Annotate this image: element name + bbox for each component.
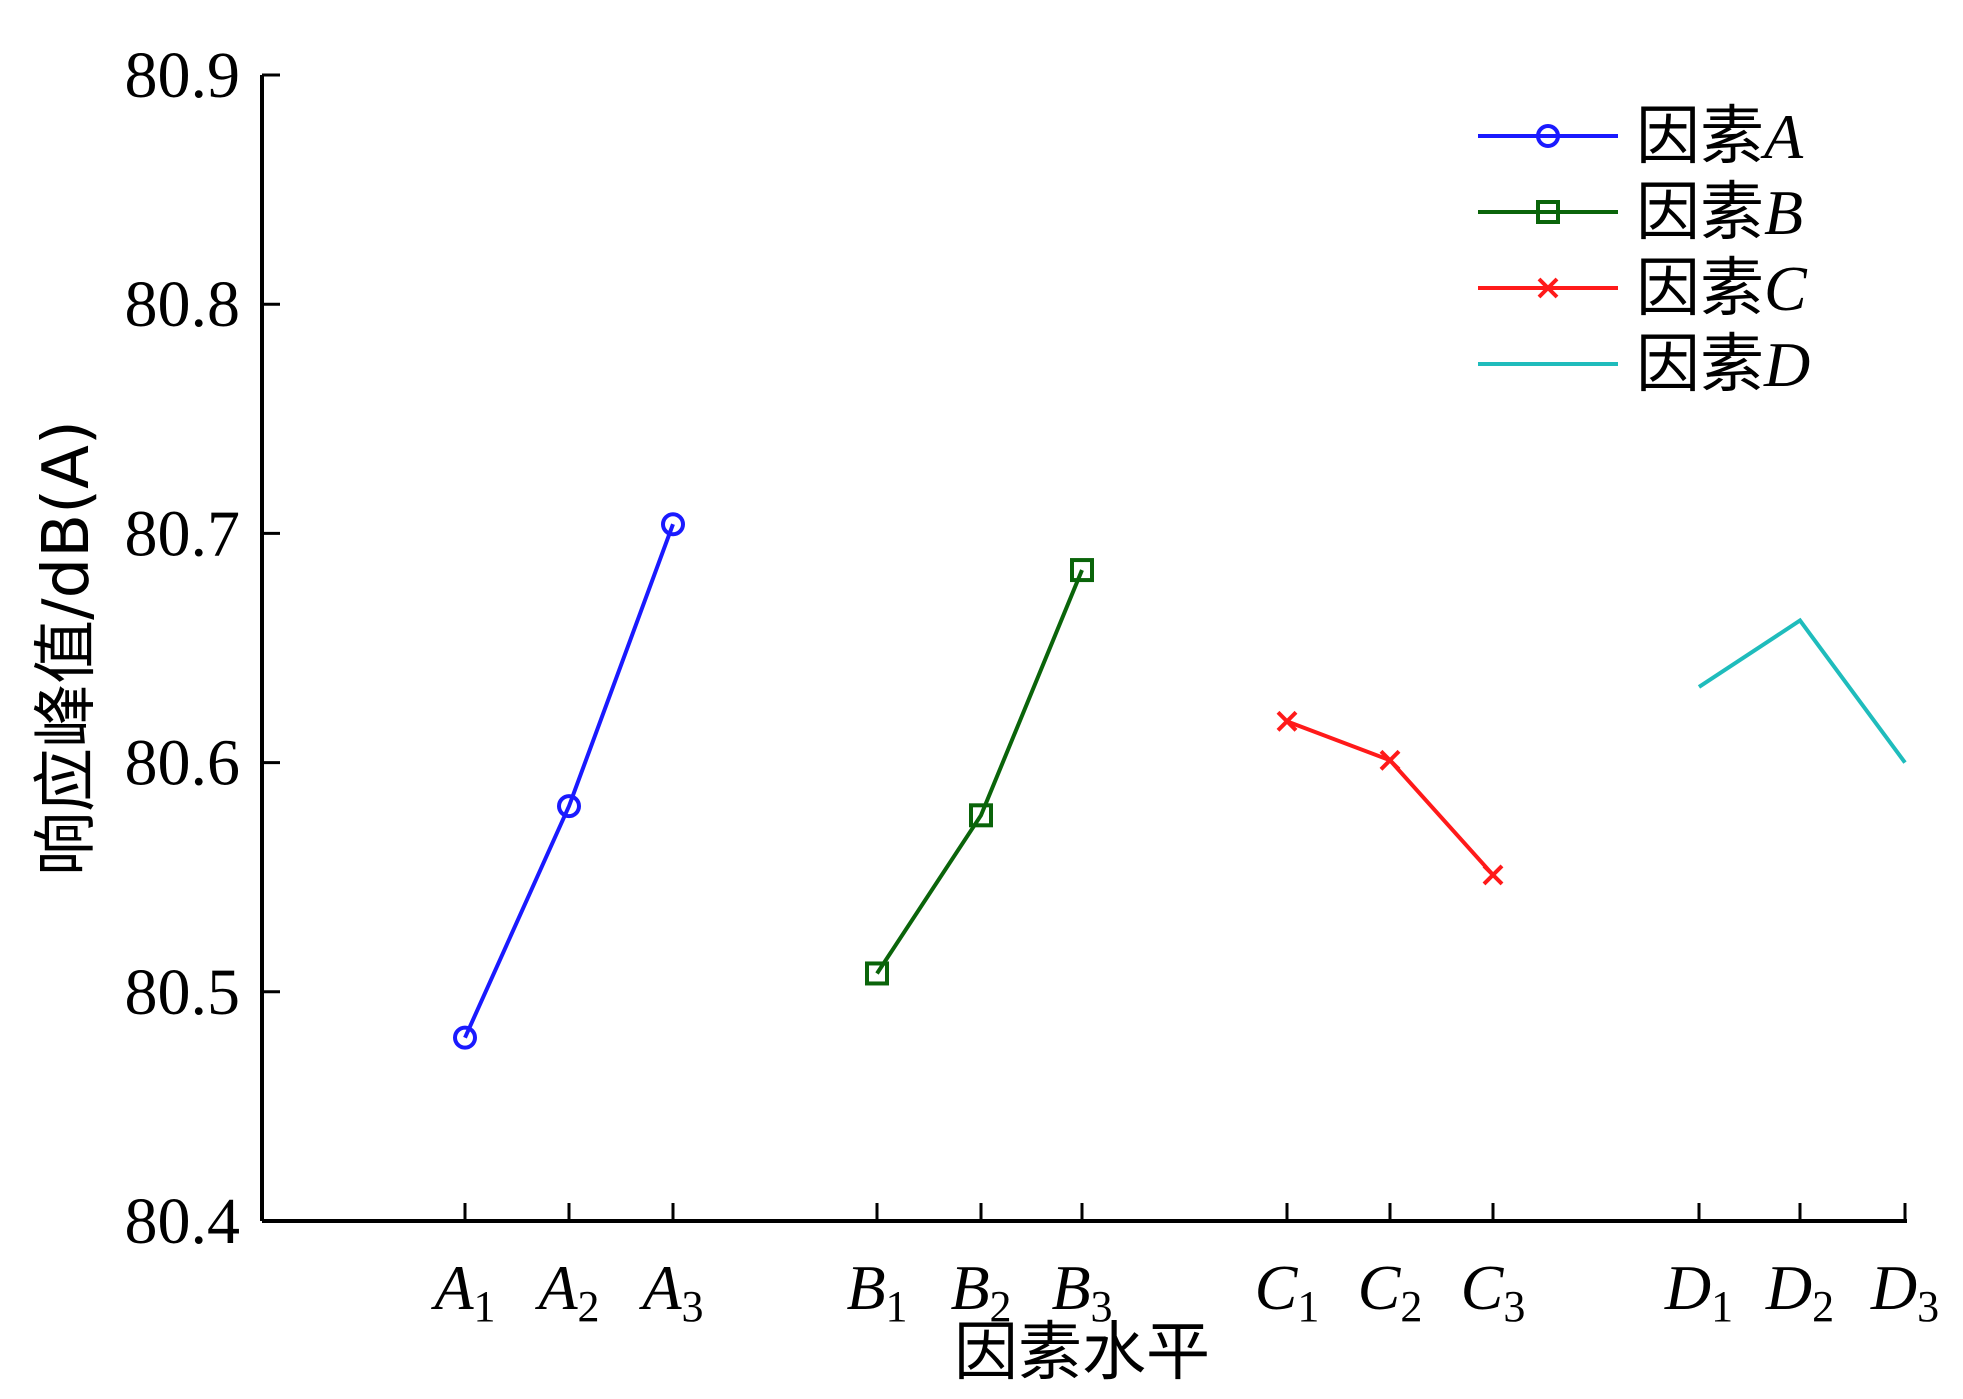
legend-label-letter: B [1764, 177, 1803, 248]
y-tick-label: 80.5 [125, 956, 241, 1029]
x-tick-subscript: 2 [1812, 1282, 1834, 1331]
data-point [557, 794, 581, 819]
x-tick-subscript: 2 [990, 1282, 1012, 1331]
series-line-a [463, 523, 675, 1039]
legend-item: 因素C [1478, 252, 1808, 326]
data-point [661, 512, 685, 537]
x-tick-subscript: 2 [1400, 1282, 1422, 1331]
y-tick-label: 80.9 [125, 39, 241, 112]
x-tick-letter: D [1870, 1252, 1917, 1323]
legend-marker [1537, 277, 1559, 299]
data-point [969, 803, 993, 828]
x-tick-letter: A [430, 1252, 474, 1323]
series-line-d [1697, 617, 1907, 764]
legend-label: 因素B [1636, 176, 1803, 250]
y-ticks: 80.4 80.5 80.6 80.7 80.8 80.9 [125, 39, 280, 1258]
x-tick-subscript: 3 [682, 1282, 704, 1331]
legend-label-prefix: 因素 [1636, 100, 1764, 174]
legend-label: 因素D [1636, 328, 1810, 402]
series-group [453, 512, 1907, 1050]
series-a [453, 512, 685, 1050]
data-point [865, 961, 889, 986]
series-d [1697, 617, 1907, 764]
legend-label-prefix: 因素 [1636, 252, 1764, 326]
x-tick-label: C2 [1358, 1252, 1423, 1331]
x-tick-label: C3 [1461, 1252, 1526, 1331]
legend-label: 因素A [1636, 100, 1804, 174]
x-tick-label: A1 [430, 1252, 495, 1331]
x-axis-label: 因素水平 [954, 1316, 1210, 1390]
x-tick-subscript: 1 [474, 1282, 496, 1331]
x-tick-subscript: 1 [886, 1282, 908, 1331]
legend-marker [1536, 200, 1560, 224]
legend-marker [1536, 124, 1560, 148]
x-tick-letter: C [1255, 1252, 1299, 1323]
x-tick-label: B3 [1051, 1252, 1112, 1331]
x-tick-letter: D [1765, 1252, 1812, 1323]
legend-item: 因素A [1478, 100, 1804, 174]
data-point [1070, 558, 1094, 583]
x-tick-letter: C [1358, 1252, 1402, 1323]
legend-item: 因素B [1478, 176, 1803, 250]
series-line-c [1286, 719, 1495, 877]
legend-label-letter: C [1764, 253, 1808, 324]
x-tick-label: C1 [1255, 1252, 1320, 1331]
x-tick-label: D3 [1870, 1252, 1939, 1331]
data-point [1482, 864, 1504, 886]
x-tick-letter: B [846, 1252, 885, 1323]
x-tick-label: B1 [846, 1252, 907, 1331]
x-tick-subscript: 1 [1297, 1282, 1319, 1331]
legend-label-letter: A [1760, 101, 1804, 172]
x-tick-label: A2 [534, 1252, 599, 1331]
axes [260, 75, 1907, 1223]
x-tick-subscript: 3 [1091, 1282, 1113, 1331]
y-axis-label: 响应峰值/dB(A) [30, 420, 104, 876]
x-tick-letter: A [534, 1252, 578, 1323]
x-tick-subscript: 1 [1711, 1282, 1733, 1331]
legend-item: 因素D [1478, 328, 1810, 402]
x-tick-subscript: 3 [1503, 1282, 1525, 1331]
legend-label: 因素C [1636, 252, 1808, 326]
x-tick-letter: B [1051, 1252, 1090, 1323]
x-tick-label: A3 [638, 1252, 703, 1331]
x-ticks: A1 A2 A3 B1 B2 B3 C1 C2 C3 D1 D2 D3 [430, 1203, 1939, 1331]
series-line-b [875, 569, 1084, 975]
y-tick-label: 80.8 [125, 268, 241, 341]
y-tick-label: 80.7 [125, 497, 241, 570]
x-tick-letter: A [638, 1252, 682, 1323]
x-tick-label: D2 [1765, 1252, 1834, 1331]
x-tick-letter: D [1664, 1252, 1711, 1323]
x-tick-subscript: 2 [578, 1282, 600, 1331]
series-b [865, 558, 1094, 986]
legend-label-letter: D [1763, 329, 1810, 400]
series-c [1276, 710, 1504, 886]
x-tick-letter: B [950, 1252, 989, 1323]
data-point [1379, 749, 1401, 771]
x-tick-label: B2 [950, 1252, 1011, 1331]
data-point [453, 1025, 477, 1050]
x-tick-label: D1 [1664, 1252, 1733, 1331]
legend-label-prefix: 因素 [1636, 328, 1764, 402]
y-tick-label: 80.6 [125, 727, 241, 800]
x-tick-letter: C [1461, 1252, 1505, 1323]
data-point [1276, 710, 1298, 732]
y-tick-label: 80.4 [125, 1185, 241, 1258]
x-tick-subscript: 3 [1917, 1282, 1939, 1331]
legend-label-prefix: 因素 [1636, 176, 1764, 250]
